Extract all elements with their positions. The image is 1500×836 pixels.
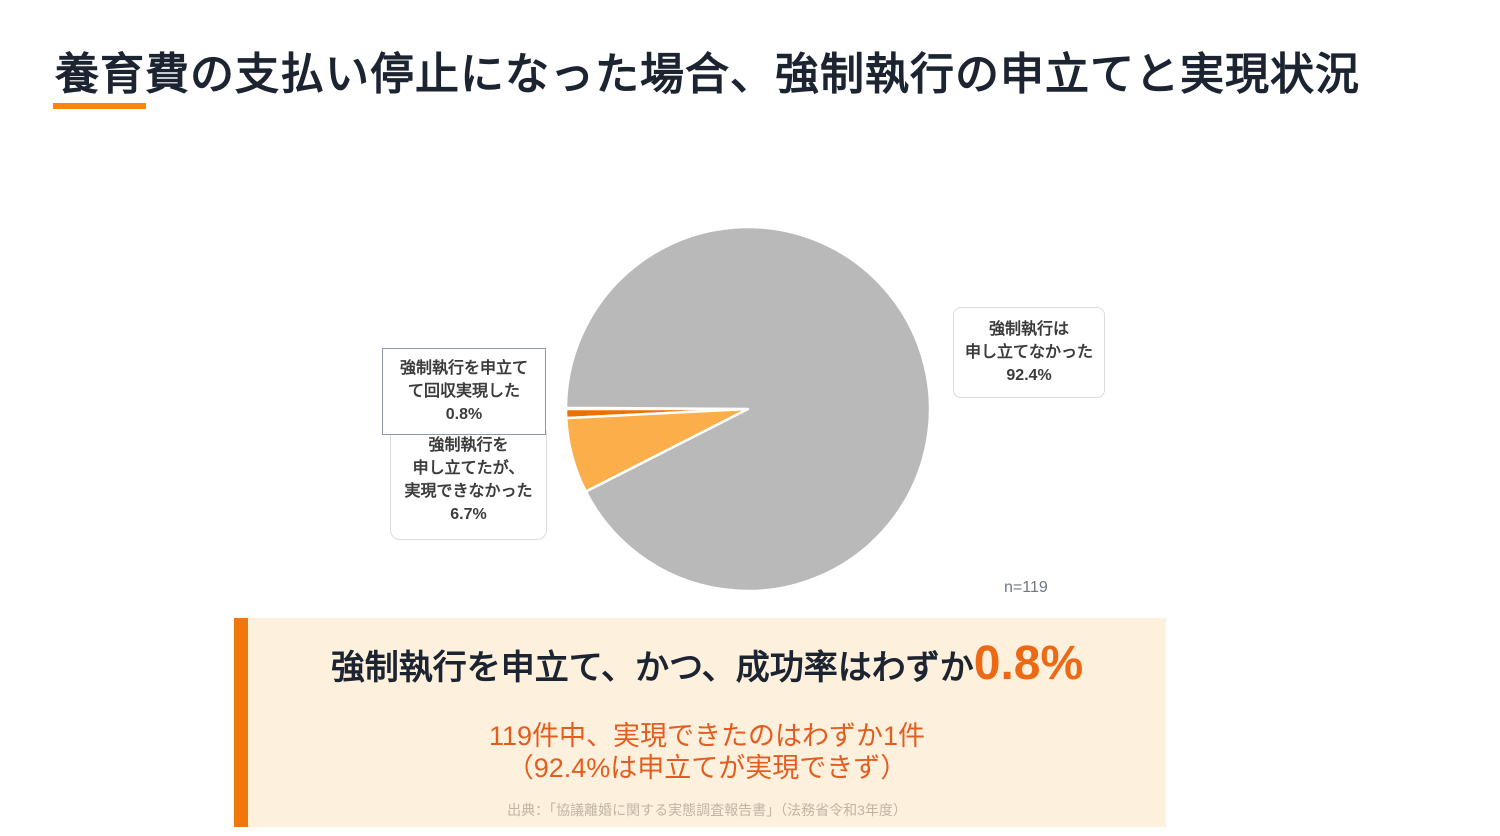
label-value: 6.7% — [450, 506, 487, 523]
callout-headline: 強制執行を申立て、かつ、成功率はわずか0.8% — [268, 636, 1146, 696]
pie-label-not-filed: 強制執行は 申し立てなかった 92.4% — [953, 307, 1105, 398]
pie-chart-svg — [564, 225, 932, 593]
callout-headline-text: 強制執行を申立て、かつ、成功率はわずか — [330, 649, 974, 687]
callout-subline-2: （92.4%は申立てが実現できず） — [506, 753, 908, 783]
pie-label-filed-not-realized: 強制執行を 申し立てたが、 実現できなかった 6.7% — [390, 424, 547, 540]
pie-slice-2 — [564, 225, 932, 593]
label-line: て回収実現した — [407, 383, 520, 400]
callout-subline-1: 119件中、実現できたのはわずか1件 — [488, 721, 926, 751]
pie-label-filed-and-realized: 強制執行を申立て て回収実現した 0.8% — [382, 348, 546, 435]
label-line: 強制執行を — [428, 437, 509, 454]
page-title: 養育費の支払い停止になった場合、強制執行の申立てと実現状況 — [55, 50, 1360, 99]
label-line: 実現できなかった — [404, 483, 533, 500]
label-value: 92.4% — [1006, 367, 1052, 384]
title-underline-accent — [53, 103, 146, 109]
callout-box: 強制執行を申立て、かつ、成功率はわずか0.8% 119件中、実現できたのはわずか… — [234, 618, 1166, 827]
label-line: 強制執行は — [988, 321, 1069, 338]
callout-content: 強制執行を申立て、かつ、成功率はわずか0.8% 119件中、実現できたのはわずか… — [234, 618, 1166, 820]
label-line: 申し立てたが、 — [412, 460, 525, 477]
label-line: 強制執行を申立て — [399, 360, 528, 377]
label-value: 0.8% — [445, 406, 483, 423]
pie-chart — [564, 225, 932, 593]
label-line: 申し立てなかった — [964, 344, 1093, 361]
source-note: 出典：「協議離婚に関する実態調査報告書」（法務省令和3年度） — [507, 802, 907, 818]
sample-size-label: n=119 — [1004, 579, 1048, 596]
callout-headline-value: 0.8% — [973, 637, 1084, 690]
callout-accent-bar — [234, 618, 248, 827]
